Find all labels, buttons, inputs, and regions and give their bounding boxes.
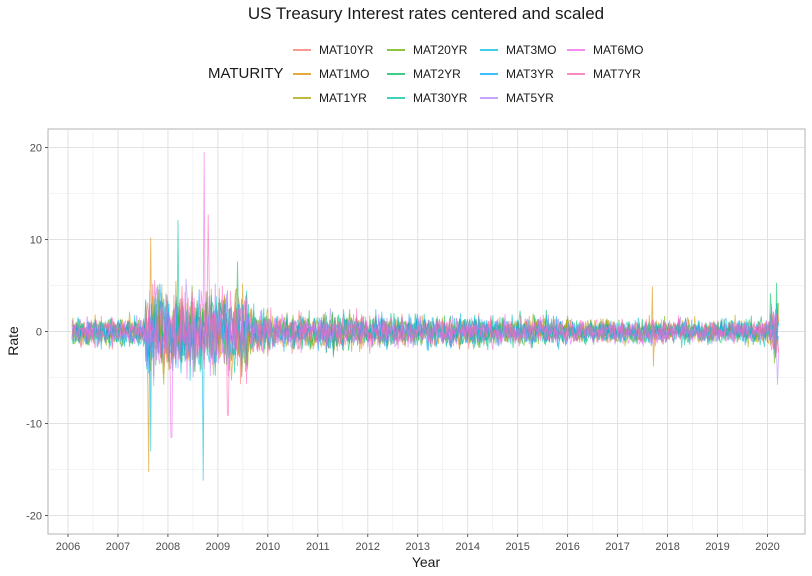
- legend-key: [480, 49, 498, 51]
- x-axis-ticks: 2006 2007 2008 2009 2010 2011 2012 2013 2014 2015…: [56, 534, 780, 553]
- x-axis-label: Year: [412, 554, 441, 570]
- x-tick-label: 2019: [705, 541, 729, 553]
- legend-label: MAT30YR: [413, 91, 468, 105]
- legend-label: MAT20YR: [413, 43, 468, 57]
- legend-key: [387, 97, 405, 99]
- legend-label: MAT10YR: [319, 43, 374, 57]
- legend-key: [567, 73, 585, 75]
- legend-item-mat1yr: MAT1YR: [293, 91, 367, 105]
- legend-key: [567, 49, 585, 51]
- x-tick-label: 2016: [555, 541, 579, 553]
- y-axis-label: Rate: [5, 326, 21, 356]
- legend-item-mat7yr: MAT7YR: [567, 67, 641, 81]
- x-tick-label: 2006: [56, 541, 80, 553]
- legend-label: MAT3MO: [506, 43, 557, 57]
- x-tick-label: 2012: [356, 541, 380, 553]
- legend-item-mat3yr: MAT3YR: [480, 67, 554, 81]
- x-tick-label: 2014: [455, 541, 479, 553]
- y-tick-label: 20: [30, 142, 42, 154]
- legend-label: MAT1YR: [319, 91, 367, 105]
- x-tick-label: 2020: [755, 541, 779, 553]
- x-tick-label: 2007: [106, 541, 130, 553]
- legend-item-mat3mo: MAT3MO: [480, 43, 556, 57]
- x-tick-label: 2011: [306, 541, 330, 553]
- legend-label: MAT7YR: [593, 67, 641, 81]
- y-axis-ticks: -20 -10 0 10 20: [26, 142, 48, 523]
- legend-item-mat6mo: MAT6MO: [567, 43, 643, 57]
- legend-label: MAT1MO: [319, 67, 370, 81]
- legend-key: [387, 73, 405, 75]
- x-tick-label: 2013: [406, 541, 430, 553]
- legend-item-mat1mo: MAT1MO: [293, 67, 369, 81]
- x-tick-label: 2009: [206, 541, 230, 553]
- legend-key: [293, 73, 311, 75]
- legend-label: MAT3YR: [506, 67, 554, 81]
- x-tick-label: 2015: [505, 541, 529, 553]
- legend-label: MAT6MO: [593, 43, 644, 57]
- legend-item-mat5yr: MAT5YR: [480, 91, 554, 105]
- x-tick-label: 2018: [655, 541, 679, 553]
- legend-item-mat30yr: MAT30YR: [387, 91, 467, 105]
- x-tick-label: 2017: [605, 541, 629, 553]
- y-tick-label: -10: [26, 419, 42, 431]
- legend-key: [293, 49, 311, 51]
- x-tick-label: 2010: [256, 541, 280, 553]
- y-tick-label: 0: [36, 327, 42, 339]
- legend-label: MAT2YR: [413, 67, 461, 81]
- series-group: [71, 151, 779, 481]
- legend-key: [480, 73, 498, 75]
- legend-item-mat20yr: MAT20YR: [387, 43, 467, 57]
- legend: MATURITY MAT10YR MAT1MO MAT1YR MAT20YR M…: [208, 40, 668, 112]
- legend-label: MAT5YR: [506, 91, 554, 105]
- legend-key: [480, 97, 498, 99]
- series-line-mat7yr: [71, 214, 779, 416]
- legend-item-mat2yr: MAT2YR: [387, 67, 461, 81]
- x-tick-label: 2008: [156, 541, 180, 553]
- legend-item-mat10yr: MAT10YR: [293, 43, 373, 57]
- y-tick-label: 10: [30, 234, 42, 246]
- legend-title: MATURITY: [208, 65, 284, 82]
- legend-key: [387, 49, 405, 51]
- legend-key: [293, 97, 311, 99]
- y-tick-label: -20: [26, 511, 42, 523]
- chart-title: US Treasury Interest rates centered and …: [247, 4, 605, 23]
